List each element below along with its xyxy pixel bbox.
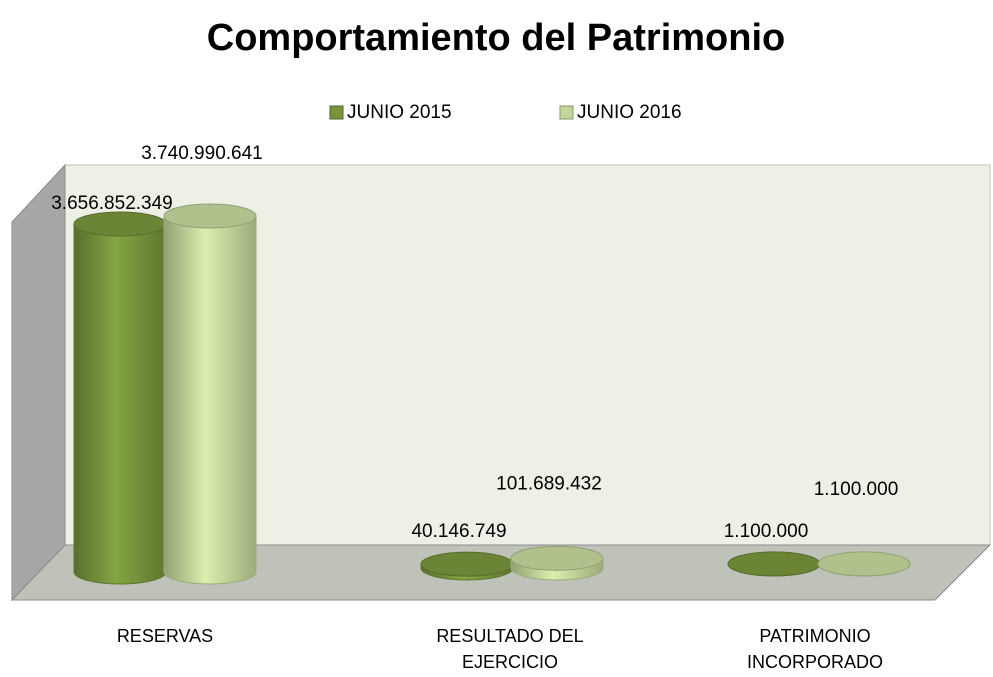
cylinder-top	[510, 545, 604, 571]
value-label: 101.689.432	[496, 473, 602, 494]
cylinder-top	[727, 551, 821, 577]
legend-item: JUNIO 2016	[559, 102, 682, 123]
cylinder-top	[420, 551, 514, 577]
cylinder	[727, 551, 821, 577]
legend-swatch	[559, 105, 574, 120]
cylinder	[817, 551, 911, 577]
category-label: PATRIMONIO INCORPORADO	[746, 626, 883, 672]
category-label: RESULTADO DEL EJERCICIO	[436, 626, 584, 672]
legend-label: JUNIO 2016	[577, 102, 682, 123]
value-label: 3.656.852.349	[51, 193, 173, 214]
legend-item: JUNIO 2015	[329, 102, 452, 123]
value-label: 1.100.000	[814, 479, 899, 500]
category-label: RESERVAS	[116, 626, 214, 646]
cylinder-body	[163, 215, 257, 585]
value-label: 40.146.749	[411, 521, 506, 542]
cylinder-top	[817, 551, 911, 577]
cylinder	[420, 551, 514, 581]
cylinder	[73, 211, 167, 585]
cylinder-top	[163, 203, 257, 229]
legend-swatch	[329, 105, 344, 120]
cylinder-top	[73, 211, 167, 237]
cylinder	[163, 203, 257, 585]
value-label: 3.740.990.641	[141, 143, 263, 164]
cylinder	[510, 545, 604, 581]
chart-title: Comportamiento del Patrimonio	[207, 17, 785, 59]
side-wall	[11, 163, 66, 602]
value-label: 1.100.000	[724, 521, 809, 542]
legend-label: JUNIO 2015	[347, 102, 452, 123]
cylinder-body	[73, 223, 167, 585]
